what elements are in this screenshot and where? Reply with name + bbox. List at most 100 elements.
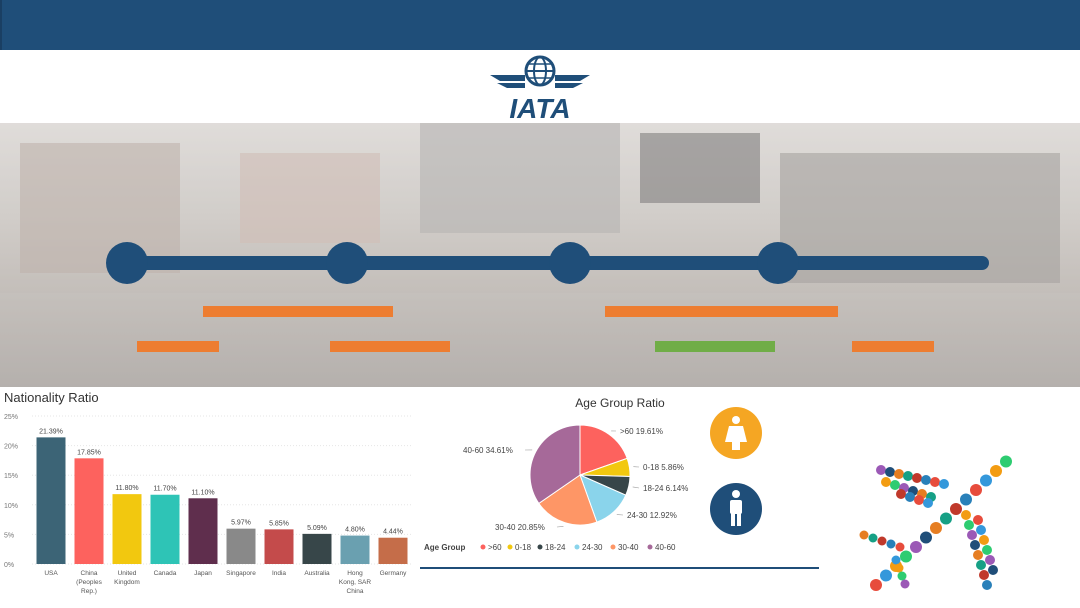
bar-data-label: 21.39%	[39, 428, 63, 435]
collage-dot	[912, 473, 922, 483]
category-label: Hong	[347, 570, 363, 577]
collage-dot	[961, 510, 971, 520]
collage-dot	[876, 465, 886, 475]
logo-text: IATA	[509, 93, 570, 123]
collage-dot	[979, 570, 989, 580]
collage-dot	[976, 525, 986, 535]
age-chart-title: Age Group Ratio	[575, 396, 665, 410]
category-label: Rep.)	[81, 588, 97, 595]
collage-dot	[900, 550, 912, 563]
iata-logo: IATA	[485, 53, 595, 124]
collage-dot	[964, 520, 974, 530]
timeline-node-2	[326, 242, 368, 284]
collage-dot	[1000, 455, 1012, 468]
category-label: Kong, SAR	[339, 579, 371, 586]
legend-marker	[537, 544, 543, 550]
bar-data-label: 11.70%	[153, 486, 176, 493]
collage-dot	[985, 555, 995, 565]
collage-dot	[930, 522, 942, 534]
collage-dot	[973, 550, 983, 560]
airport-hero-image	[0, 123, 1080, 387]
collage-dot	[988, 565, 998, 575]
nationality-bar-plot: 0% 5% 10% 15% 20% 25% 21.39% USA 17.85% China (Peo…	[4, 414, 412, 595]
bar	[74, 458, 104, 564]
collage-dot	[891, 555, 901, 565]
collage-dot	[960, 493, 972, 506]
legend-marker	[574, 544, 580, 550]
timeline-node-1	[106, 242, 148, 284]
bar-data-label: 4.80%	[345, 527, 365, 534]
collage-dot	[910, 541, 922, 553]
legend-marker	[647, 544, 653, 550]
category-label: India	[272, 570, 286, 577]
bar-data-label: 5.97%	[231, 520, 251, 527]
collage-dot	[982, 580, 992, 590]
category-label: China	[347, 588, 364, 595]
timeline	[106, 242, 989, 352]
bar-data-label: 5.09%	[307, 525, 327, 532]
bar	[188, 498, 218, 564]
timeline-marker-orange-5	[852, 341, 934, 352]
collage-dot	[903, 471, 913, 481]
collage-dot	[970, 484, 982, 496]
collage-dot	[881, 477, 891, 487]
bar-data-label: 11.10%	[191, 489, 214, 496]
legend-label: 0-18	[515, 543, 532, 552]
collage-dot	[940, 512, 952, 525]
header-bar	[0, 0, 1080, 50]
collage-dot	[950, 503, 962, 515]
collage-dot	[885, 467, 895, 477]
collage-dot	[920, 531, 932, 544]
y-tick-label: 10%	[4, 503, 18, 510]
y-tick-label: 20%	[4, 444, 18, 451]
collage-dot	[973, 515, 983, 525]
collage-dot	[976, 560, 986, 570]
bar	[264, 529, 294, 564]
collage-dot	[868, 533, 878, 543]
category-label: Canada	[154, 570, 177, 577]
timeline-marker-green	[655, 341, 775, 352]
bar	[36, 437, 66, 564]
legend-label: 30-40	[618, 543, 639, 552]
pie-leader-line	[632, 486, 640, 489]
nationality-chart-title: Nationality Ratio	[4, 390, 99, 405]
legend-marker	[507, 544, 513, 550]
pie-slice	[529, 424, 581, 505]
category-label: USA	[44, 570, 58, 577]
pie-leader-line	[556, 526, 564, 528]
y-tick-label: 25%	[4, 414, 18, 421]
collage-dot	[939, 479, 949, 489]
category-label: Japan	[194, 570, 212, 577]
bar-data-label: 4.44%	[383, 529, 403, 536]
collage-dot	[894, 469, 904, 479]
collage-dot	[967, 530, 977, 540]
y-tick-label: 5%	[4, 532, 14, 539]
bar	[302, 533, 332, 564]
bar-data-label: 17.85%	[77, 449, 101, 456]
pie-slice	[538, 474, 598, 526]
pie-data-label: 40-60 34.61%	[463, 446, 513, 455]
age-group-chart: Age Group Ratio >60 19.61% 0-18 5.86% 18-2…	[415, 388, 825, 578]
category-label: (Peoples	[76, 579, 102, 586]
collage-dot	[896, 489, 906, 499]
collage-dot	[980, 474, 992, 487]
collage-dot	[982, 545, 992, 555]
collage-dot	[894, 563, 904, 573]
collage-dot	[900, 579, 910, 589]
legend-marker	[480, 544, 486, 550]
male-icon	[710, 483, 762, 535]
collage-dot	[990, 465, 1002, 477]
pie-data-label: 24-30 12.92%	[627, 511, 677, 520]
category-label: Singapore	[226, 570, 256, 577]
category-label: Australia	[304, 570, 330, 577]
bar-data-label: 11.80%	[115, 485, 138, 492]
collage-dot	[877, 536, 887, 546]
category-label: Kingdom	[114, 579, 140, 586]
collage-dot	[930, 477, 940, 487]
timeline-marker-orange-3	[137, 341, 219, 352]
legend-title: Age Group	[424, 543, 465, 552]
collage-dot	[859, 530, 869, 540]
collage-dot	[895, 542, 905, 552]
age-pie-plot: >60 19.61% 0-18 5.86% 18-24 6.14% 24-30 12.…	[420, 424, 819, 569]
collage-dot	[897, 571, 907, 581]
